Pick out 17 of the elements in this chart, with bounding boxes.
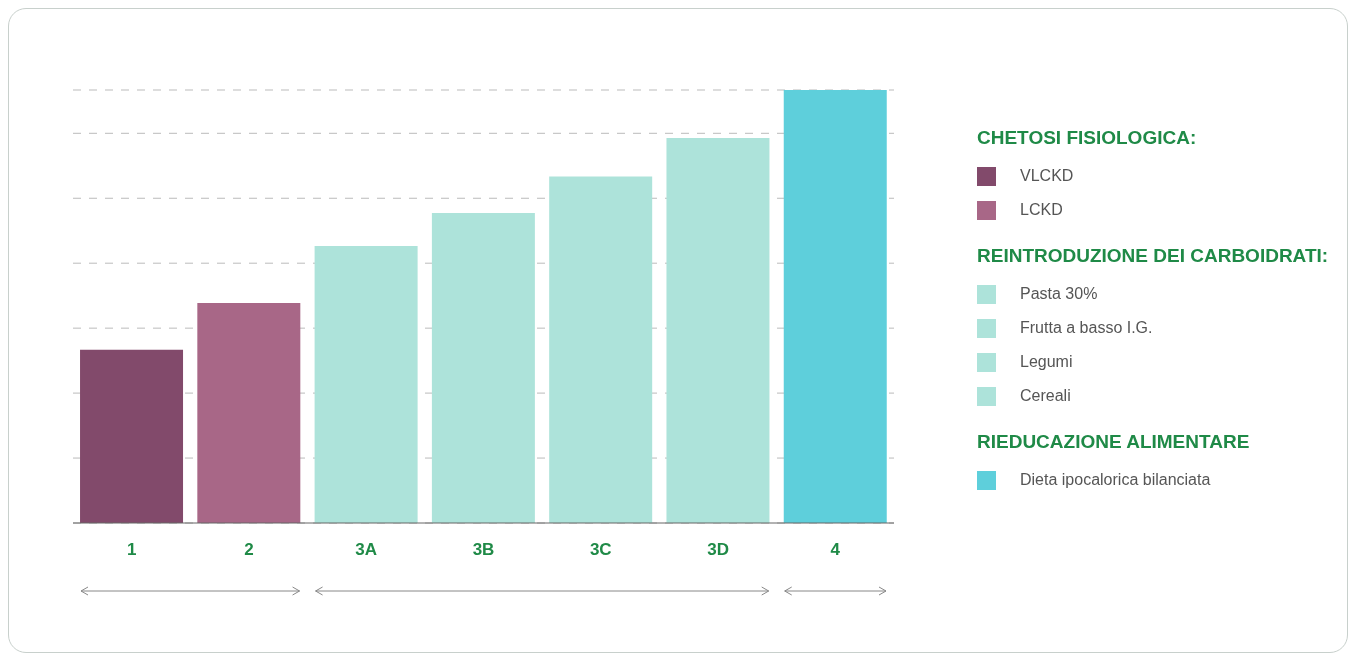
text: RIEDUCAZIONE ALIMENTARE xyxy=(977,431,1251,453)
legend-label: Dieta ipocalorica bilanciata xyxy=(1020,471,1211,489)
legend-label: Legumi xyxy=(1020,353,1073,371)
legend-label: LCKD xyxy=(1020,201,1063,219)
legend-label: Frutta a basso I.G. xyxy=(1020,319,1153,337)
text: CHETOSI FISIOLOGICA: xyxy=(977,127,1198,149)
x-tick-label: 3C xyxy=(589,540,612,560)
text: REINTRODUZIONE DEI CARBOIDRATI: xyxy=(977,245,1330,267)
x-tick-label: 3B xyxy=(472,540,495,560)
x-tick-label: 1 xyxy=(126,540,137,560)
legend-label: VLCKD xyxy=(1020,167,1074,185)
x-tick-label: 3D xyxy=(707,540,729,560)
x-tick-label: 4 xyxy=(830,540,841,560)
x-tick-label: 3A xyxy=(355,540,378,560)
legend-label: Cereali xyxy=(1020,387,1071,405)
legend-label: Pasta 30% xyxy=(1020,285,1098,303)
x-tick-label: 2 xyxy=(244,540,254,560)
